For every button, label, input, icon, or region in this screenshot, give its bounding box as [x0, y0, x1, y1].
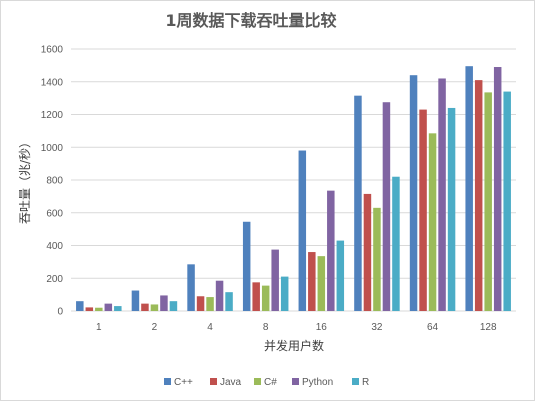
bar-java-1	[85, 307, 94, 311]
x-tick-label: 64	[427, 322, 439, 333]
bar-c-8	[242, 221, 251, 311]
bar-c-16	[298, 150, 307, 311]
bar-r-32	[392, 176, 400, 311]
x-tick-label: 1	[96, 322, 102, 333]
y-tick-label: 1200	[41, 110, 64, 121]
bar-java-64	[419, 109, 427, 312]
bar-python-4	[215, 280, 224, 311]
bar-c-8	[261, 285, 270, 311]
bar-java-32	[363, 193, 372, 311]
bar-python-128	[493, 67, 502, 311]
y-tick-label: 1600	[41, 45, 64, 56]
x-tick-label: 8	[263, 322, 269, 333]
bar-c-32	[354, 95, 362, 311]
legend-swatch	[164, 378, 171, 385]
bar-python-8	[271, 249, 279, 311]
bar-python-1	[104, 303, 113, 311]
bar-c-64	[409, 75, 418, 311]
x-tick-label: 4	[207, 322, 213, 333]
gridlines	[71, 48, 516, 312]
bar-c-128	[465, 66, 473, 311]
y-tick-labels: 0 200 400 600 800 1000 1200 1400 1600	[41, 45, 64, 318]
bar-c-2	[150, 304, 159, 311]
x-tick-labels: 1 2 4 8 16 32 64 128	[96, 322, 497, 333]
bar-r-8	[280, 276, 289, 311]
bar-r-16	[336, 240, 345, 311]
bar-java-4	[196, 296, 205, 311]
bar-c-32	[373, 207, 381, 311]
x-axis-title: 并发用户数	[264, 338, 324, 353]
x-tick-label: 2	[152, 322, 158, 333]
bar-java-16	[308, 252, 316, 311]
y-tick-label: 200	[46, 274, 63, 285]
bar-python-16	[327, 190, 335, 311]
bar-java-2	[141, 303, 149, 311]
y-tick-label: 600	[46, 208, 63, 219]
chart-title: 1周数据下载吞吐量比较	[165, 11, 336, 30]
legend-swatch	[254, 378, 261, 385]
legend-label: R	[362, 377, 369, 388]
legend-swatch	[352, 378, 359, 385]
bars	[76, 66, 511, 312]
y-tick-label: 0	[57, 307, 63, 318]
x-tick-label: 128	[480, 322, 497, 333]
x-tick-label: 32	[371, 322, 383, 333]
y-tick-label: 1000	[41, 143, 64, 154]
bar-python-32	[382, 102, 391, 311]
y-tick-label: 800	[46, 176, 63, 187]
bar-c-1	[95, 307, 103, 311]
legend-label: C#	[264, 377, 277, 388]
bar-r-2	[169, 301, 178, 311]
bar-c-2	[131, 290, 140, 311]
bar-c-4	[187, 264, 195, 311]
y-tick-label: 1400	[41, 77, 64, 88]
bar-c-64	[428, 133, 437, 311]
bar-r-4	[225, 292, 233, 311]
legend-label: Java	[220, 377, 242, 388]
y-tick-label: 400	[46, 241, 63, 252]
bar-python-2	[160, 295, 168, 311]
bar-c-128	[484, 92, 492, 311]
legend: C++ Java C# Python R	[164, 377, 369, 388]
legend-swatch	[210, 378, 217, 385]
bar-java-8	[252, 282, 260, 311]
bar-python-64	[438, 78, 446, 311]
x-tick-label: 16	[316, 322, 328, 333]
legend-swatch	[292, 378, 299, 385]
bar-c-4	[206, 297, 214, 311]
bar-c-16	[317, 256, 326, 311]
y-axis-title: 吞吐量（兆/秒）	[18, 136, 32, 224]
bar-r-128	[503, 91, 511, 311]
bar-r-64	[447, 107, 456, 311]
bar-r-1	[114, 306, 122, 311]
bar-java-128	[474, 80, 483, 311]
bar-c-1	[76, 301, 84, 311]
legend-label: C++	[174, 377, 193, 388]
legend-label: Python	[302, 377, 333, 388]
